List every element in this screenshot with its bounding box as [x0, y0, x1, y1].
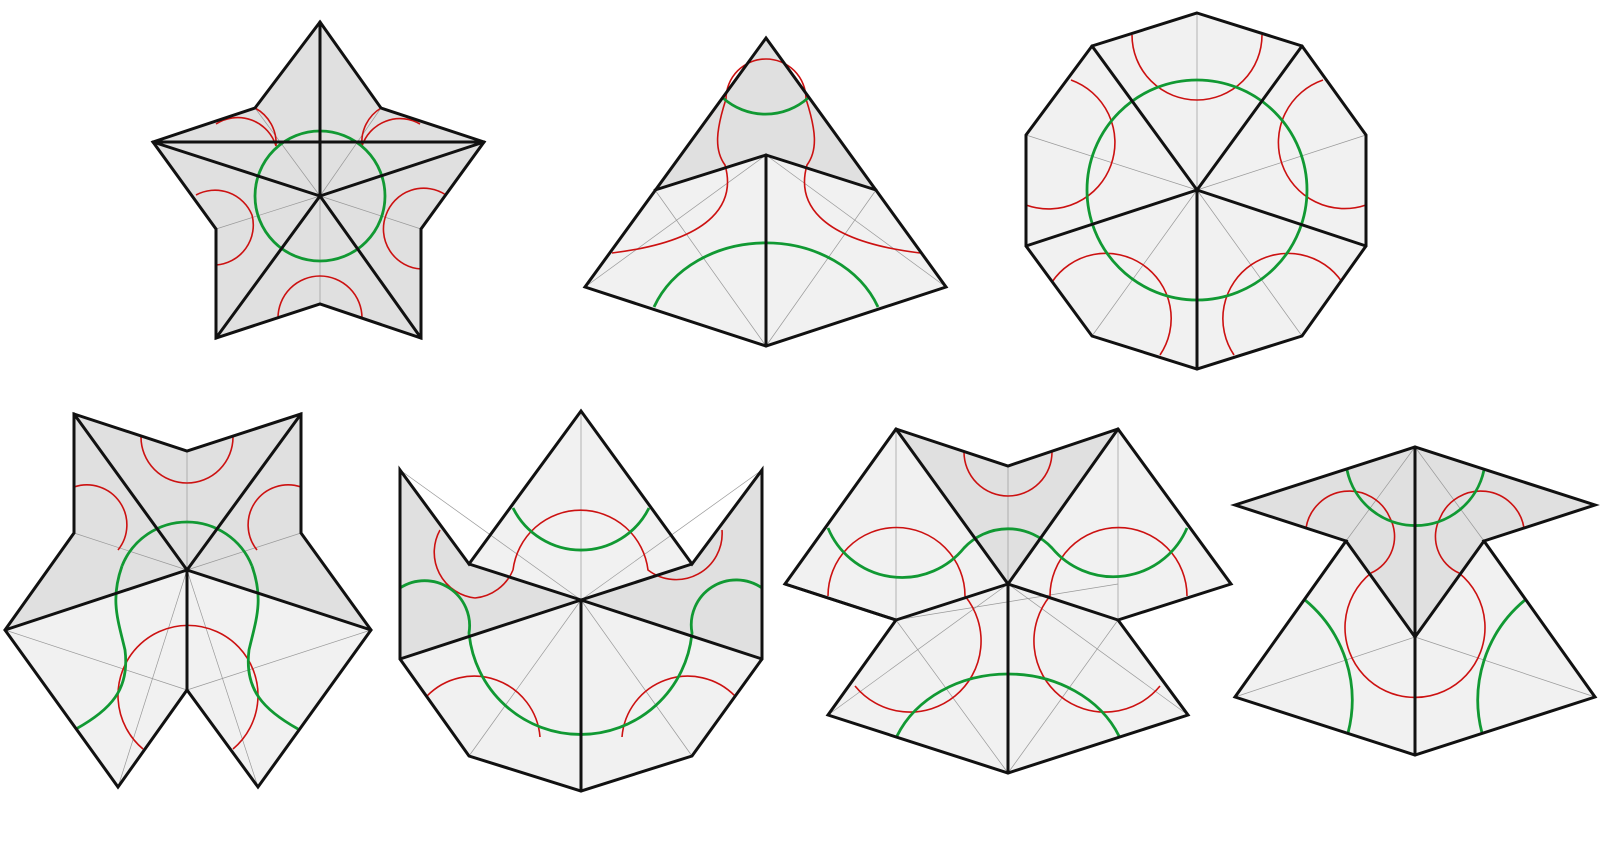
figure-triangle-kite [582, 35, 949, 348]
star-guide-lines [215, 107, 422, 304]
wide-star-edges [1230, 445, 1600, 757]
figure-crown [398, 408, 764, 793]
crown-red-arcs [426, 509, 736, 738]
crown-wings-fill [400, 470, 581, 659]
figure-decagon [1024, 11, 1368, 371]
kite-guide-lines [584, 154, 947, 347]
crown-top-fill [469, 411, 692, 600]
arrow-edges [3, 411, 373, 790]
decagon-red-arcs [1025, 34, 1367, 356]
star-edges [150, 19, 487, 341]
figure-bowtie [782, 427, 1234, 775]
crown-wings-fill-right [581, 470, 762, 659]
arrow-guide-lines [4, 451, 372, 788]
figure-double-arrow [3, 411, 373, 790]
bowtie-upper-fill-right [1008, 429, 1231, 620]
figure-five-point-star [150, 19, 487, 341]
star-red-arcs [195, 107, 447, 319]
crown-edges [398, 408, 764, 793]
kite-edges [582, 35, 949, 348]
figure-wide-star [1230, 445, 1600, 757]
bowtie-center-fill [896, 429, 1118, 584]
bowtie-red-arcs [827, 451, 1188, 713]
bowtie-upper-fill [785, 429, 1008, 620]
kite-red-arcs [611, 58, 921, 254]
decagon-edges [1024, 11, 1368, 371]
bowtie-edges [782, 427, 1234, 775]
